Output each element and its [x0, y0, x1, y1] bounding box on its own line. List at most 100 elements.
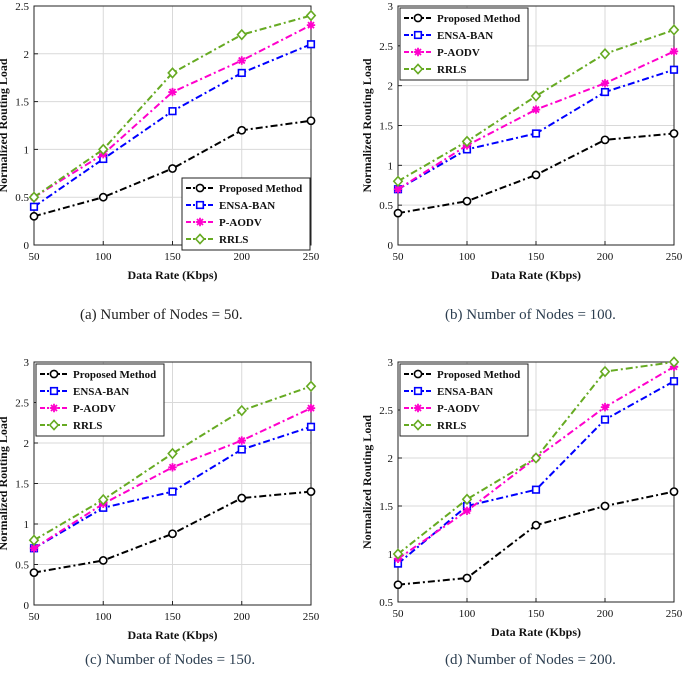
legend-marker: [49, 403, 59, 413]
data-point-rrls: [599, 365, 611, 378]
legend-marker: [195, 183, 205, 193]
legend-label-ensa-ban: ENSA-BAN: [219, 200, 275, 212]
x-tick-label: 50: [393, 608, 405, 620]
legend-marker: [412, 419, 424, 431]
y-axis-label: Normalized Routing Load: [0, 416, 10, 550]
series-proposed-method: [29, 116, 316, 221]
y-axis-label: Normalized Routing Load: [360, 58, 374, 192]
caption-c: (c) Number of Nodes = 150.: [85, 652, 256, 668]
y-tick-label: 0: [24, 600, 30, 612]
legend: Proposed Method ENSA-BAN P-AODV RRLS: [399, 7, 529, 81]
y-tick-label: 2.5: [15, 398, 29, 410]
legend-marker: [413, 369, 423, 379]
chart-panel-b: 50 100 150 200 250 0 0.5 1 1.5 2 2.5 3 Data Rate (Kb…: [360, 1, 683, 282]
legend-marker: [412, 63, 424, 75]
x-tick-label: 100: [95, 251, 112, 263]
y-axis-label: Normalized Routing Load: [0, 58, 10, 192]
legend-marker: [48, 419, 60, 431]
x-tick-label: 250: [666, 608, 683, 620]
data-point-ensa-ban: [168, 107, 177, 116]
legend-label-p-aodv: P-AODV: [437, 403, 480, 415]
legend-label-rrls: RRLS: [219, 234, 248, 246]
legend-label-p-aodv: P-AODV: [437, 47, 480, 59]
data-point-proposed-method: [29, 211, 39, 221]
legend-marker: [413, 386, 423, 396]
x-axis-label: Data Rate (Kbps): [128, 268, 218, 282]
data-point-proposed-method: [531, 520, 541, 530]
series-rrls: [28, 9, 317, 203]
y-tick-label: 3: [388, 1, 394, 13]
x-axis-label: Data Rate (Kbps): [128, 628, 218, 642]
data-point-p-aodv: [600, 402, 610, 412]
x-tick-label: 200: [234, 251, 251, 263]
legend: Proposed Method ENSA-BAN P-AODV RRLS: [399, 363, 529, 437]
legend: Proposed Method ENSA-BAN P-AODV RRLS: [35, 363, 165, 437]
legend: Proposed Method ENSA-BAN P-AODV RRLS: [181, 177, 311, 251]
series-line-proposed-method: [397, 132, 675, 215]
data-point-p-aodv: [393, 185, 403, 194]
data-point-proposed-method: [462, 573, 472, 583]
x-tick-label: 150: [528, 251, 545, 263]
data-point-proposed-method: [98, 556, 108, 565]
y-tick-label: 3: [388, 357, 394, 369]
y-tick-label: 2.5: [379, 405, 393, 417]
data-point-proposed-method: [393, 580, 403, 590]
y-tick-label: 0.5: [379, 200, 393, 212]
y-tick-label: 1: [388, 549, 394, 561]
y-tick-label: 1.5: [15, 479, 29, 491]
data-point-p-aodv: [462, 506, 472, 515]
y-tick-label: 1.5: [379, 501, 393, 513]
y-axis-label: Normalized Routing Load: [360, 415, 374, 549]
y-tick-label: 3: [24, 357, 30, 369]
data-point-rrls: [530, 452, 542, 464]
x-tick-label: 250: [303, 251, 320, 263]
data-point-rrls: [167, 447, 178, 460]
data-point-rrls: [97, 493, 109, 506]
x-tick-label: 100: [95, 611, 112, 623]
caption-d: (d) Number of Nodes = 200.: [445, 652, 616, 668]
data-point-rrls: [28, 534, 40, 546]
data-point-p-aodv: [600, 79, 610, 88]
data-point-proposed-method: [531, 170, 541, 180]
data-point-rrls: [668, 24, 680, 36]
data-point-proposed-method: [669, 129, 679, 138]
series-line-rrls: [33, 14, 312, 199]
x-tick-label: 150: [164, 611, 181, 623]
legend-label-rrls: RRLS: [437, 64, 466, 76]
y-tick-label: 0.5: [379, 597, 393, 609]
data-point-ensa-ban: [306, 422, 316, 431]
series-ensa-ban: [393, 377, 679, 568]
x-tick-label: 200: [597, 251, 614, 263]
legend-marker: [413, 30, 423, 40]
data-point-rrls: [530, 90, 542, 102]
chart-panel-c: 50 100 150 200 250 0 0.5 1 1.5 2 2.5 3 Data Rate (Kb…: [0, 357, 320, 642]
data-point-rrls: [392, 175, 404, 188]
x-tick-label: 100: [459, 251, 476, 263]
series-proposed-method: [393, 487, 679, 590]
series-line-p-aodv: [33, 24, 312, 199]
legend-marker: [195, 200, 205, 210]
x-tick-label: 100: [459, 608, 476, 620]
y-tick-label: 2: [24, 438, 30, 450]
y-tick-label: 2.5: [379, 41, 393, 53]
caption-a: (a) Number of Nodes = 50.: [80, 307, 243, 323]
legend-marker: [413, 13, 423, 23]
series-line-p-aodv: [397, 50, 675, 191]
data-point-rrls: [668, 356, 680, 368]
series-rrls: [28, 380, 317, 546]
data-point-rrls: [236, 28, 248, 41]
data-point-ensa-ban: [531, 485, 541, 494]
data-point-proposed-method: [168, 529, 177, 539]
data-point-rrls: [28, 191, 40, 203]
data-point-ensa-ban: [669, 377, 679, 386]
data-point-rrls: [305, 9, 317, 22]
x-axis-label: Data Rate (Kbps): [491, 268, 581, 282]
y-tick-label: 1: [24, 144, 30, 156]
legend-marker: [49, 369, 59, 379]
data-point-proposed-method: [600, 135, 610, 145]
y-tick-label: 0: [388, 240, 394, 252]
data-point-ensa-ban: [600, 415, 610, 424]
y-tick-label: 1: [24, 519, 30, 531]
data-point-rrls: [97, 143, 109, 156]
